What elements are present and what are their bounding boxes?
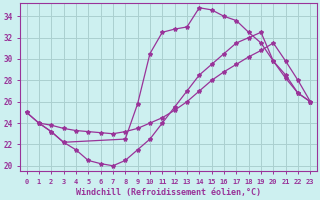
- X-axis label: Windchill (Refroidissement éolien,°C): Windchill (Refroidissement éolien,°C): [76, 188, 261, 197]
